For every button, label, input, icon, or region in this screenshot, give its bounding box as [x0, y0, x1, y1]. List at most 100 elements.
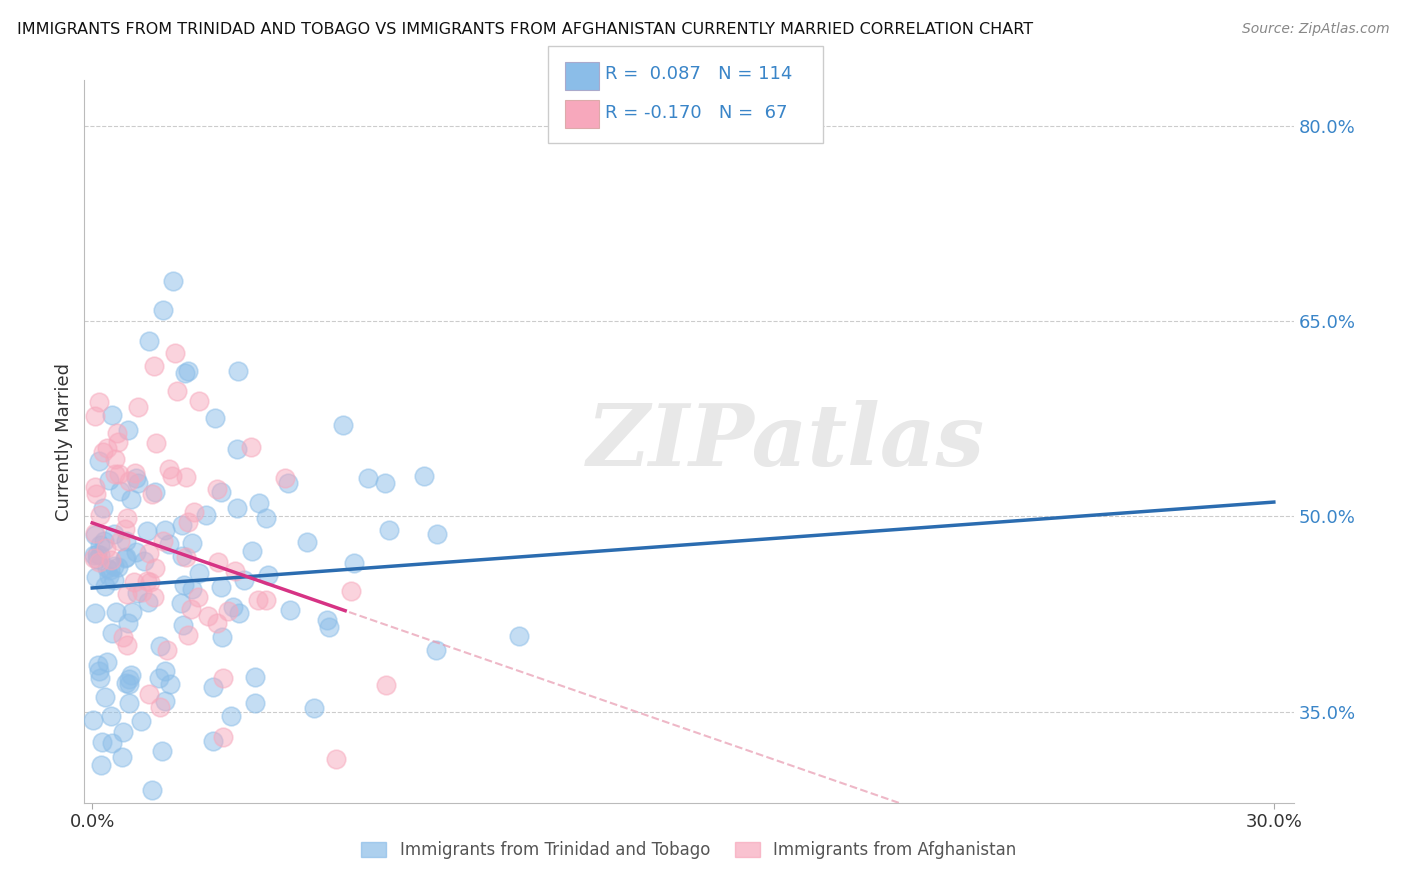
- Point: [91, 735, 114, 749]
- Point: [180, 602, 202, 616]
- Point: [83, 479, 105, 493]
- Point: [87, 664, 110, 678]
- Point: [121, 605, 143, 619]
- Point: [197, 608, 219, 623]
- Point: [188, 566, 211, 580]
- Point: [84, 409, 107, 423]
- Point: [142, 359, 165, 373]
- Point: [136, 524, 159, 538]
- Point: [343, 556, 366, 570]
- Point: [83, 551, 105, 566]
- Point: [93, 501, 115, 516]
- Text: Source: ZipAtlas.com: Source: ZipAtlas.com: [1241, 22, 1389, 37]
- Point: [115, 533, 138, 548]
- Point: [180, 582, 202, 596]
- Point: [163, 346, 186, 360]
- Point: [166, 384, 188, 398]
- Point: [508, 629, 530, 643]
- Point: [115, 587, 138, 601]
- Y-axis label: Currently Married: Currently Married: [55, 362, 73, 521]
- Point: [125, 545, 148, 559]
- Point: [118, 677, 141, 691]
- Point: [86, 552, 108, 566]
- Point: [143, 560, 166, 574]
- Point: [97, 569, 120, 583]
- Point: [148, 639, 170, 653]
- Point: [114, 522, 136, 536]
- Point: [117, 423, 139, 437]
- Point: [112, 724, 135, 739]
- Point: [97, 473, 120, 487]
- Point: [125, 471, 148, 485]
- Point: [117, 638, 139, 652]
- Point: [174, 469, 197, 483]
- Point: [101, 408, 124, 422]
- Point: [254, 510, 277, 524]
- Legend: Immigrants from Trinidad and Tobago, Immigrants from Afghanistan: Immigrants from Trinidad and Tobago, Imm…: [361, 841, 1017, 860]
- Point: [98, 563, 121, 577]
- Point: [84, 526, 107, 541]
- Point: [152, 534, 174, 549]
- Point: [129, 714, 152, 729]
- Point: [107, 434, 129, 449]
- Point: [202, 734, 225, 748]
- Point: [89, 538, 111, 552]
- Point: [295, 534, 318, 549]
- Point: [124, 466, 146, 480]
- Point: [204, 411, 226, 425]
- Point: [170, 549, 193, 564]
- Point: [246, 593, 269, 607]
- Point: [115, 676, 138, 690]
- Text: ZIPatlas: ZIPatlas: [586, 400, 984, 483]
- Point: [157, 537, 180, 551]
- Point: [118, 474, 141, 488]
- Point: [138, 334, 160, 349]
- Point: [111, 750, 134, 764]
- Point: [138, 546, 160, 560]
- Point: [232, 573, 254, 587]
- Point: [136, 595, 159, 609]
- Point: [89, 508, 111, 522]
- Point: [103, 527, 125, 541]
- Point: [226, 501, 249, 516]
- Point: [108, 534, 131, 549]
- Point: [247, 496, 270, 510]
- Point: [136, 574, 159, 589]
- Point: [374, 476, 396, 491]
- Point: [152, 303, 174, 318]
- Point: [315, 613, 337, 627]
- Point: [118, 672, 141, 686]
- Point: [176, 550, 198, 565]
- Point: [120, 668, 142, 682]
- Point: [254, 593, 277, 607]
- Point: [148, 671, 170, 685]
- Point: [142, 591, 165, 605]
- Point: [332, 418, 354, 433]
- Point: [131, 585, 153, 599]
- Point: [149, 700, 172, 714]
- Point: [160, 469, 183, 483]
- Point: [240, 441, 263, 455]
- Point: [114, 550, 136, 565]
- Point: [207, 483, 229, 497]
- Point: [169, 596, 191, 610]
- Point: [86, 487, 108, 501]
- Point: [96, 655, 118, 669]
- Point: [141, 487, 163, 501]
- Text: IMMIGRANTS FROM TRINIDAD AND TOBAGO VS IMMIGRANTS FROM AFGHANISTAN CURRENTLY MAR: IMMIGRANTS FROM TRINIDAD AND TOBAGO VS I…: [17, 22, 1033, 37]
- Text: R = -0.170   N =  67: R = -0.170 N = 67: [605, 104, 787, 122]
- Point: [117, 616, 139, 631]
- Point: [181, 536, 204, 550]
- Point: [177, 628, 200, 642]
- Point: [194, 508, 217, 522]
- Point: [183, 505, 205, 519]
- Point: [153, 524, 176, 538]
- Point: [111, 630, 134, 644]
- Point: [87, 555, 110, 569]
- Point: [94, 541, 117, 555]
- Point: [377, 523, 399, 537]
- Point: [374, 678, 396, 692]
- Point: [89, 671, 111, 685]
- Point: [103, 573, 125, 587]
- Point: [187, 591, 209, 605]
